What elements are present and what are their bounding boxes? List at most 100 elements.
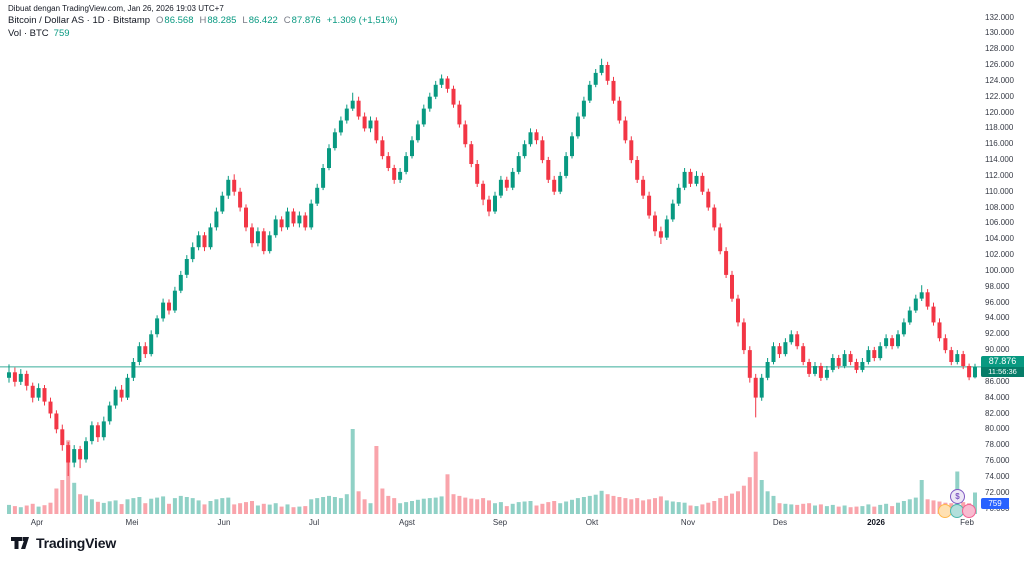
candle-body[interactable]: [552, 179, 557, 192]
candle-body[interactable]: [884, 338, 889, 347]
candle-body[interactable]: [475, 164, 480, 184]
candle-body[interactable]: [7, 372, 11, 378]
candle-body[interactable]: [653, 215, 657, 232]
candle-body[interactable]: [593, 72, 598, 85]
candle-body[interactable]: [172, 290, 177, 311]
candle-body[interactable]: [854, 362, 859, 370]
candle-body[interactable]: [611, 80, 616, 101]
candle-body[interactable]: [949, 350, 954, 362]
volume-legend-label[interactable]: Vol · BTC: [8, 28, 49, 39]
candle-body[interactable]: [101, 421, 106, 438]
candle-body[interactable]: [676, 187, 681, 204]
candle-body[interactable]: [368, 120, 373, 129]
candle-body[interactable]: [931, 306, 936, 323]
candle-body[interactable]: [362, 116, 367, 129]
candle-body[interactable]: [60, 429, 65, 446]
candle-body[interactable]: [647, 195, 652, 216]
candle-body[interactable]: [481, 183, 486, 200]
candle-body[interactable]: [925, 292, 930, 307]
candle-body[interactable]: [617, 100, 622, 121]
candle-body[interactable]: [321, 168, 326, 188]
candle-body[interactable]: [338, 120, 343, 133]
candle-body[interactable]: [783, 342, 788, 355]
candle-body[interactable]: [736, 298, 740, 323]
candle-body[interactable]: [78, 449, 83, 460]
candle-body[interactable]: [232, 179, 237, 192]
candle-body[interactable]: [664, 219, 669, 238]
candle-body[interactable]: [84, 441, 88, 460]
candle-body[interactable]: [350, 100, 355, 109]
candle-body[interactable]: [208, 227, 213, 248]
candle-body[interactable]: [498, 179, 503, 196]
candle-body[interactable]: [374, 120, 379, 141]
candle-body[interactable]: [137, 346, 142, 362]
candle-body[interactable]: [184, 259, 189, 275]
candle-body[interactable]: [872, 350, 877, 358]
candle-body[interactable]: [901, 322, 906, 335]
candle-body[interactable]: [599, 65, 604, 73]
candle-body[interactable]: [273, 219, 278, 236]
candle-body[interactable]: [878, 346, 883, 359]
price-scale[interactable]: 132.000 130.000 128.000 126.000 124.000 122.0…: [982, 0, 1024, 530]
candle-body[interactable]: [95, 425, 100, 438]
candle-body[interactable]: [860, 362, 865, 370]
candle-body[interactable]: [747, 350, 752, 378]
candle-body[interactable]: [961, 354, 966, 366]
candle-body[interactable]: [107, 405, 112, 422]
candle-body[interactable]: [66, 445, 71, 463]
candle-body[interactable]: [682, 171, 687, 188]
candle-body[interactable]: [54, 413, 59, 430]
candle-body[interactable]: [404, 156, 409, 172]
candle-body[interactable]: [89, 425, 94, 442]
candle-body[interactable]: [558, 175, 563, 192]
candle-body[interactable]: [125, 377, 130, 398]
candle-body[interactable]: [937, 322, 942, 339]
candle-body[interactable]: [818, 366, 823, 378]
candle-body[interactable]: [36, 388, 41, 398]
candle-body[interactable]: [356, 100, 361, 117]
candle-body[interactable]: [12, 372, 17, 382]
candle-body[interactable]: [789, 334, 794, 343]
candle-body[interactable]: [516, 156, 521, 172]
candle-body[interactable]: [866, 350, 871, 362]
candle-body[interactable]: [303, 215, 308, 228]
candle-body[interactable]: [380, 140, 385, 157]
time-scale[interactable]: Apr Mei Jun Jul Agst Sep Okt Nov Des 2026 Feb: [0, 518, 982, 532]
candle-body[interactable]: [410, 140, 414, 157]
candle-body[interactable]: [564, 156, 569, 176]
candle-body[interactable]: [267, 235, 272, 252]
candle-body[interactable]: [896, 334, 900, 347]
candle-body[interactable]: [658, 231, 663, 238]
candle-body[interactable]: [433, 84, 438, 97]
candle-body[interactable]: [907, 310, 912, 323]
candle-body[interactable]: [635, 160, 640, 180]
candle-body[interactable]: [214, 211, 219, 228]
candle-body[interactable]: [220, 195, 225, 212]
candle-body[interactable]: [72, 449, 77, 463]
candle-body[interactable]: [724, 251, 729, 275]
candle-body[interactable]: [131, 362, 136, 378]
dollar-bubble-icon[interactable]: $: [950, 489, 965, 504]
candle-body[interactable]: [42, 388, 47, 402]
candle-body[interactable]: [830, 358, 835, 370]
candle-body[interactable]: [255, 231, 260, 244]
candle-body[interactable]: [913, 298, 918, 311]
candle-body[interactable]: [445, 78, 450, 89]
candle-body[interactable]: [741, 322, 746, 351]
candle-body[interactable]: [48, 401, 53, 414]
candle-body[interactable]: [24, 373, 29, 386]
symbol-title[interactable]: Bitcoin / Dollar AS · 1D · Bitstamp: [8, 15, 151, 26]
candle-body[interactable]: [943, 338, 948, 351]
candle-body[interactable]: [848, 354, 853, 362]
candle-body[interactable]: [528, 132, 533, 145]
candle-body[interactable]: [398, 171, 403, 180]
candle-body[interactable]: [824, 369, 829, 378]
candle-body[interactable]: [540, 140, 545, 161]
candle-body[interactable]: [30, 385, 35, 398]
candle-body[interactable]: [534, 132, 539, 141]
candle-body[interactable]: [469, 144, 474, 164]
candle-body[interactable]: [753, 377, 758, 398]
candle-body[interactable]: [196, 235, 201, 248]
candle-body[interactable]: [801, 346, 806, 362]
